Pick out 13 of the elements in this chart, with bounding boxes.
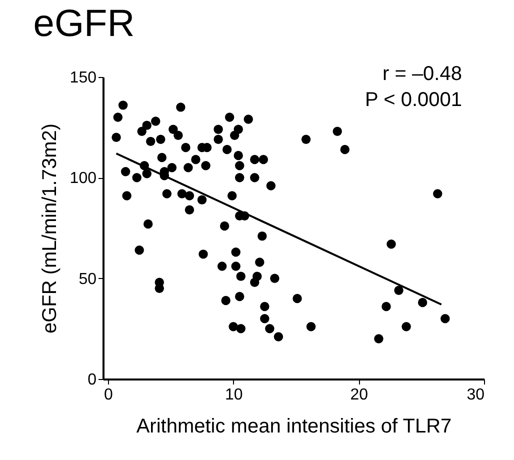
y-tick-label: 150 — [70, 70, 97, 86]
y-tick-label: 50 — [78, 270, 97, 288]
y-axis-title: eGFR (mL/min/1.73m2) — [38, 123, 61, 334]
annotation: r = –0.48 — [382, 63, 462, 85]
x-tick-label: 10 — [224, 386, 243, 404]
x-axis-title: Arithmetic mean intensities of TLR7 — [136, 416, 452, 438]
annotation: P < 0.0001 — [365, 89, 462, 111]
y-tick-label: 0 — [88, 372, 97, 388]
chart-title: eGFR — [33, 3, 135, 45]
x-tick-label: 0 — [104, 386, 114, 404]
x-tick-label: 20 — [350, 386, 368, 404]
y-tick-label: 100 — [70, 170, 97, 188]
x-tick-label: 30 — [466, 386, 485, 404]
